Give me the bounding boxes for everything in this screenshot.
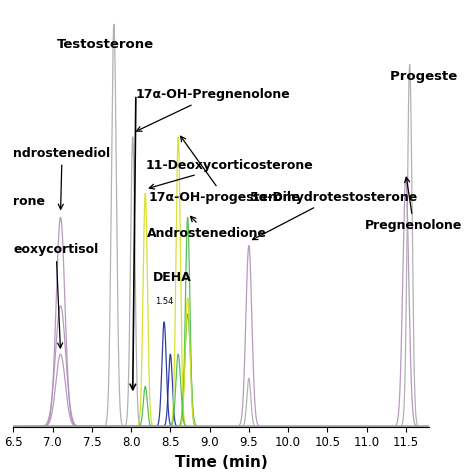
Text: eoxycortisol: eoxycortisol [13,243,99,348]
Text: Androstenedione: Androstenedione [147,216,267,240]
Text: 11-Deoxycorticosterone: 11-Deoxycorticosterone [146,159,313,189]
Text: 17α-OH-progesterone: 17α-OH-progesterone [148,137,301,204]
Text: 5α-Dihydrotestosterone: 5α-Dihydrotestosterone [250,191,418,239]
Text: 1.54: 1.54 [155,297,173,306]
X-axis label: Time (min): Time (min) [175,455,268,470]
Text: 17α-OH-Pregnenolone: 17α-OH-Pregnenolone [136,88,291,131]
Text: Progeste⁠: Progeste⁠ [390,70,457,83]
Text: Testosterone: Testosterone [56,38,154,51]
Text: rone: rone [13,195,46,208]
Text: DEHA: DEHA [153,271,192,284]
Text: Pregnenolone: Pregnenolone [365,177,462,232]
Text: ndrostenediol: ndrostenediol [13,146,110,209]
